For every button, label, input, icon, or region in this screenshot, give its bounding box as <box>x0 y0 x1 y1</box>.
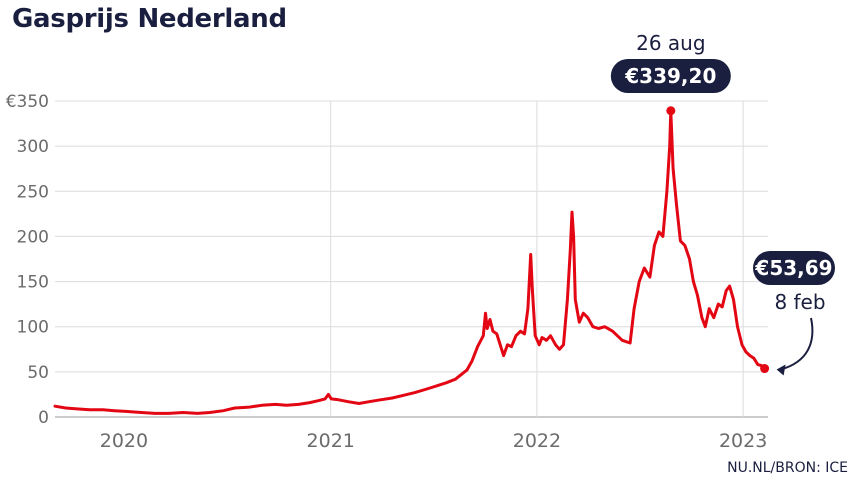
peak-marker <box>666 106 676 116</box>
y-tick-label: 200 <box>17 227 49 247</box>
latest-marker <box>760 364 770 374</box>
peak-value-pill <box>610 59 731 93</box>
x-axis-ticks: 2020 2021 2022 2023 <box>100 430 768 452</box>
latest-date-label: 8 feb <box>774 290 825 314</box>
source-credit: NU.NL/BRON: ICE <box>727 460 848 476</box>
x-tick-label: 2020 <box>100 430 148 452</box>
callout-arrow-line <box>780 317 814 371</box>
latest-value-label: €53,69 <box>754 256 832 280</box>
x-tick-label: 2022 <box>513 430 561 452</box>
peak-value-label: €339,20 <box>624 64 716 88</box>
x-tick-label: 2023 <box>719 430 767 452</box>
vertical-gridlines <box>330 101 744 417</box>
chart-title: Gasprijs Nederland <box>12 4 287 34</box>
y-tick-label: 250 <box>17 182 49 202</box>
y-tick-label: 50 <box>27 363 49 383</box>
horizontal-gridlines <box>55 100 768 418</box>
y-tick-label: 150 <box>17 273 49 293</box>
annotations: €339,20 26 aug €53,69 8 feb <box>610 31 835 376</box>
series-line <box>53 109 767 415</box>
callout-arrowhead <box>776 364 786 376</box>
y-tick-label: €350 <box>6 92 49 112</box>
x-tick-label: 2021 <box>307 430 355 452</box>
y-tick-label: 300 <box>17 137 49 157</box>
y-axis-ticks: 0 50 100 150 200 250 300 €350 <box>6 92 49 428</box>
peak-date-label: 26 aug <box>636 31 705 55</box>
latest-value-pill <box>753 251 835 285</box>
y-tick-label: 100 <box>17 318 49 338</box>
y-tick-label: 0 <box>38 408 49 428</box>
